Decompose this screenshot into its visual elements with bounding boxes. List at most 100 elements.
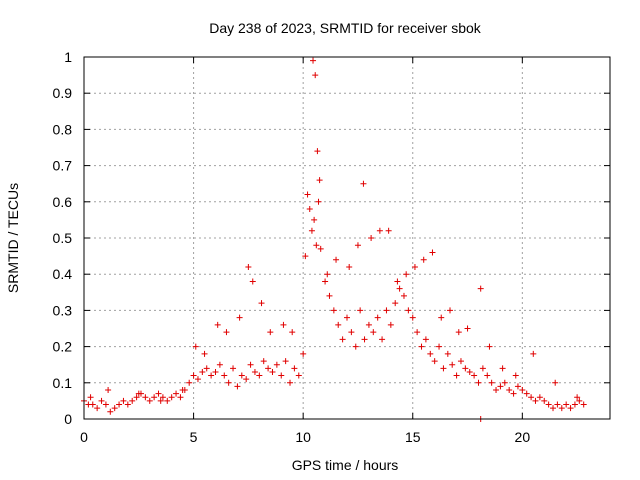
data-point: [225, 379, 232, 386]
data-point: [462, 365, 469, 372]
data-point: [519, 387, 526, 394]
data-point: [116, 401, 123, 408]
x-tick-label: 5: [190, 429, 198, 445]
data-point: [287, 379, 294, 386]
data-point: [247, 361, 254, 368]
data-point: [554, 401, 561, 408]
data-point: [208, 372, 215, 379]
data-point: [457, 358, 464, 365]
data-point: [265, 365, 272, 372]
data-point: [552, 379, 559, 386]
data-point: [532, 397, 539, 404]
y-tick-label: 0.2: [53, 339, 73, 355]
data-point: [420, 256, 427, 263]
x-tick-label: 15: [405, 429, 421, 445]
data-point: [394, 278, 401, 285]
data-point: [245, 263, 252, 270]
data-point: [315, 198, 322, 205]
data-point: [514, 383, 521, 390]
data-point: [346, 263, 353, 270]
data-point: [360, 180, 367, 187]
data-point: [282, 358, 289, 365]
data-points: [81, 57, 587, 422]
data-point: [392, 300, 399, 307]
data-point: [308, 227, 315, 234]
data-point: [354, 242, 361, 249]
data-point: [120, 397, 127, 404]
data-point: [400, 292, 407, 299]
data-point: [411, 263, 418, 270]
y-tick-label: 0.9: [53, 85, 73, 101]
data-point: [278, 372, 285, 379]
data-point: [312, 72, 319, 79]
data-point: [475, 379, 482, 386]
data-point: [168, 394, 175, 401]
data-point: [157, 397, 164, 404]
data-point: [499, 365, 506, 372]
data-point: [396, 285, 403, 292]
data-point: [422, 336, 429, 343]
x-tick-label: 20: [515, 429, 531, 445]
data-point: [512, 372, 519, 379]
data-point: [223, 329, 230, 336]
data-point: [243, 376, 250, 383]
chart-title: Day 238 of 2023, SRMTID for receiver sbo…: [209, 20, 482, 36]
x-tick-label: 0: [80, 429, 88, 445]
data-point: [291, 365, 298, 372]
data-point: [256, 372, 263, 379]
data-point: [111, 405, 118, 412]
y-tick-label: 1: [64, 49, 72, 65]
data-point: [216, 361, 223, 368]
data-point: [497, 383, 504, 390]
data-point: [311, 216, 318, 223]
data-point: [300, 350, 307, 357]
data-point: [251, 368, 258, 375]
data-point: [436, 343, 443, 350]
data-point: [541, 397, 548, 404]
y-tick-label: 0.4: [53, 266, 73, 282]
data-point: [370, 329, 377, 336]
data-point: [173, 390, 180, 397]
data-point: [306, 206, 313, 213]
data-point: [427, 350, 434, 357]
data-point: [488, 379, 495, 386]
data-point: [221, 372, 228, 379]
data-point: [563, 401, 570, 408]
data-point: [379, 336, 386, 343]
data-point: [236, 314, 243, 321]
data-point: [98, 397, 105, 404]
data-point: [567, 405, 574, 412]
data-point: [267, 329, 274, 336]
data-point: [576, 397, 583, 404]
data-point: [339, 336, 346, 343]
data-point: [304, 191, 311, 198]
data-point: [344, 314, 350, 321]
data-point: [333, 256, 340, 263]
y-axis-label: SRMTID / TECUs: [5, 183, 21, 293]
data-point: [214, 321, 221, 328]
data-point: [273, 361, 280, 368]
data-point: [102, 401, 109, 408]
data-point: [330, 307, 337, 314]
data-point: [322, 278, 329, 285]
data-point: [486, 343, 493, 350]
data-point: [203, 365, 210, 372]
data-point: [550, 405, 557, 412]
data-point: [313, 242, 320, 249]
y-tick-label: 0: [64, 411, 72, 427]
data-point: [484, 372, 491, 379]
data-point: [365, 321, 372, 328]
data-point: [324, 271, 331, 278]
data-point: [190, 372, 197, 379]
data-point: [194, 376, 201, 383]
plot-frame: [83, 56, 611, 420]
data-point: [105, 387, 112, 394]
data-point: [385, 227, 392, 234]
data-point: [317, 245, 324, 252]
data-point: [295, 372, 302, 379]
data-point: [455, 329, 462, 336]
data-point: [129, 397, 136, 404]
data-point: [383, 307, 390, 314]
data-point: [310, 57, 317, 64]
data-point: [249, 278, 256, 285]
